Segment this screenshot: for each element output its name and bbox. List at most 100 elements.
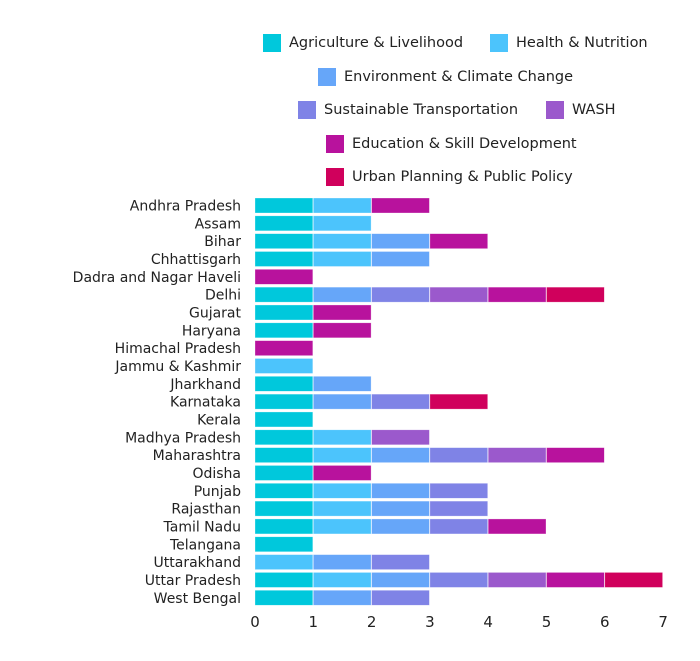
bar-segment[interactable] — [487, 572, 547, 588]
bar-segment[interactable] — [312, 393, 372, 410]
bar-segment[interactable] — [371, 393, 430, 410]
bar-segment[interactable] — [312, 447, 372, 463]
legend-label: Health & Nutrition — [516, 35, 648, 51]
bar-segment[interactable] — [487, 518, 547, 535]
category-label: Delhi — [205, 288, 241, 304]
bar-segment[interactable] — [254, 286, 314, 303]
bar-segment[interactable] — [429, 482, 488, 499]
category-label: Bihar — [204, 234, 241, 250]
legend-item[interactable]: Education & Skill Development — [326, 135, 577, 153]
bar-segment[interactable] — [371, 572, 430, 588]
bar-segment[interactable] — [604, 572, 663, 588]
bar-segment[interactable] — [312, 322, 372, 339]
legend-swatch — [263, 34, 281, 52]
bar-segment[interactable] — [254, 429, 314, 446]
bar-segment[interactable] — [429, 518, 488, 535]
bar-segment[interactable] — [254, 554, 314, 570]
bar-segment[interactable] — [487, 447, 547, 463]
legend-label: Environment & Climate Change — [344, 69, 574, 85]
bar-segment[interactable] — [312, 215, 372, 232]
legend-item[interactable]: WASH — [546, 101, 616, 119]
category-label: Telangana — [169, 537, 241, 553]
bar-segment[interactable] — [312, 286, 372, 303]
x-tick-label: 7 — [658, 613, 668, 631]
bar-segment[interactable] — [254, 465, 314, 481]
bar-segment[interactable] — [487, 286, 547, 303]
bar-segment[interactable] — [254, 197, 314, 214]
bar-segment[interactable] — [254, 589, 314, 606]
bar-segment[interactable] — [312, 518, 372, 535]
legend-label: WASH — [572, 102, 616, 118]
bar-segment[interactable] — [312, 589, 372, 606]
bar-segment[interactable] — [312, 251, 372, 267]
bar-segment[interactable] — [312, 554, 372, 570]
bar-segment[interactable] — [371, 589, 430, 606]
legend-label: Urban Planning & Public Policy — [352, 169, 573, 185]
bar-segment[interactable] — [546, 286, 605, 303]
bar-segment[interactable] — [312, 304, 372, 321]
bar-segment[interactable] — [254, 500, 314, 517]
bar-segment[interactable] — [312, 482, 372, 499]
bar-segment[interactable] — [254, 269, 314, 285]
bar-segment[interactable] — [312, 197, 372, 214]
bar-segment[interactable] — [254, 447, 314, 463]
bar-segment[interactable] — [312, 572, 372, 588]
bar-segment[interactable] — [312, 429, 372, 446]
category-label: Madhya Pradesh — [125, 430, 241, 446]
bar-segment[interactable] — [371, 429, 430, 446]
legend-swatch — [490, 34, 508, 52]
category-label: Rajasthan — [171, 502, 241, 518]
bar-segment[interactable] — [429, 500, 488, 517]
legend-item[interactable]: Environment & Climate Change — [318, 68, 573, 86]
bar-segment[interactable] — [429, 572, 488, 588]
bar-segment[interactable] — [254, 233, 314, 249]
bar-segment[interactable] — [254, 304, 314, 321]
legend-label: Education & Skill Development — [352, 136, 577, 152]
category-label: Himachal Pradesh — [115, 341, 241, 357]
bar-segment[interactable] — [371, 518, 430, 535]
bar-segment[interactable] — [429, 393, 488, 410]
bar-segment[interactable] — [371, 500, 430, 517]
category-label: Andhra Pradesh — [130, 199, 241, 215]
bar-segment[interactable] — [312, 465, 372, 481]
bar-segment[interactable] — [312, 500, 372, 517]
bar-segment[interactable] — [371, 233, 430, 249]
bar-segment[interactable] — [429, 233, 488, 249]
x-tick-label: 6 — [600, 613, 610, 631]
legend-item[interactable]: Health & Nutrition — [490, 34, 648, 52]
bar-segment[interactable] — [254, 393, 314, 410]
bar-segment[interactable] — [254, 375, 314, 392]
bar-segment[interactable] — [371, 197, 430, 214]
bar-segment[interactable] — [546, 447, 605, 463]
bar-segment[interactable] — [254, 340, 314, 356]
bar-segment[interactable] — [371, 554, 430, 570]
bar-segment[interactable] — [312, 375, 372, 392]
category-label: Uttarakhand — [154, 555, 241, 571]
bar-segment[interactable] — [371, 251, 430, 267]
legend-item[interactable]: Urban Planning & Public Policy — [326, 168, 573, 186]
category-label: Punjab — [194, 484, 241, 500]
legend-item[interactable]: Sustainable Transportation — [298, 101, 518, 119]
bar-segment[interactable] — [254, 215, 314, 232]
legend-swatch — [298, 101, 316, 119]
bar-segment[interactable] — [254, 536, 314, 553]
bar-segment[interactable] — [254, 482, 314, 499]
bar-segment[interactable] — [254, 572, 314, 588]
bar-segment[interactable] — [371, 447, 430, 463]
bar-segment[interactable] — [254, 518, 314, 535]
legend-swatch — [326, 168, 344, 186]
bar-segment[interactable] — [429, 447, 488, 463]
bar-segment[interactable] — [371, 482, 430, 499]
category-label: Karnataka — [170, 395, 241, 411]
bar-segment[interactable] — [371, 286, 430, 303]
bar-segment[interactable] — [254, 322, 314, 339]
bar-segment[interactable] — [546, 572, 605, 588]
x-tick-label: 0 — [250, 613, 260, 631]
bar-segment[interactable] — [429, 286, 488, 303]
legend-swatch — [326, 135, 344, 153]
bar-segment[interactable] — [254, 251, 314, 267]
legend-item[interactable]: Agriculture & Livelihood — [263, 34, 463, 52]
bar-segment[interactable] — [254, 411, 314, 428]
bar-segment[interactable] — [312, 233, 372, 249]
bar-segment[interactable] — [254, 358, 314, 374]
